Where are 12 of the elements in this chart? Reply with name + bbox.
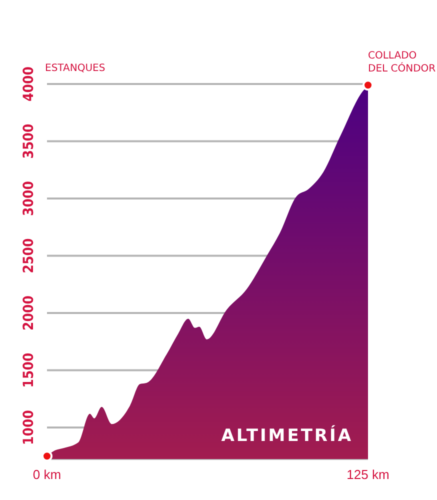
y-tick-label: 3500 [21,123,37,159]
x-tick-label: 125 km [346,467,390,482]
x-tick-label: 0 km [32,467,62,482]
y-tick-label: 1000 [21,410,37,446]
y-tick-label: 1500 [21,352,37,388]
text: ALTIMETRÍA [221,426,353,446]
y-tick-label: 3000 [21,180,37,216]
text: ESTANQUES [45,63,106,74]
y-tick-label: 2500 [21,238,37,274]
annotation: COLLADO DEL CÓNDOR [368,50,436,75]
y-tick-label: 2000 [21,295,37,331]
y-tick-label: 4000 [21,66,37,102]
